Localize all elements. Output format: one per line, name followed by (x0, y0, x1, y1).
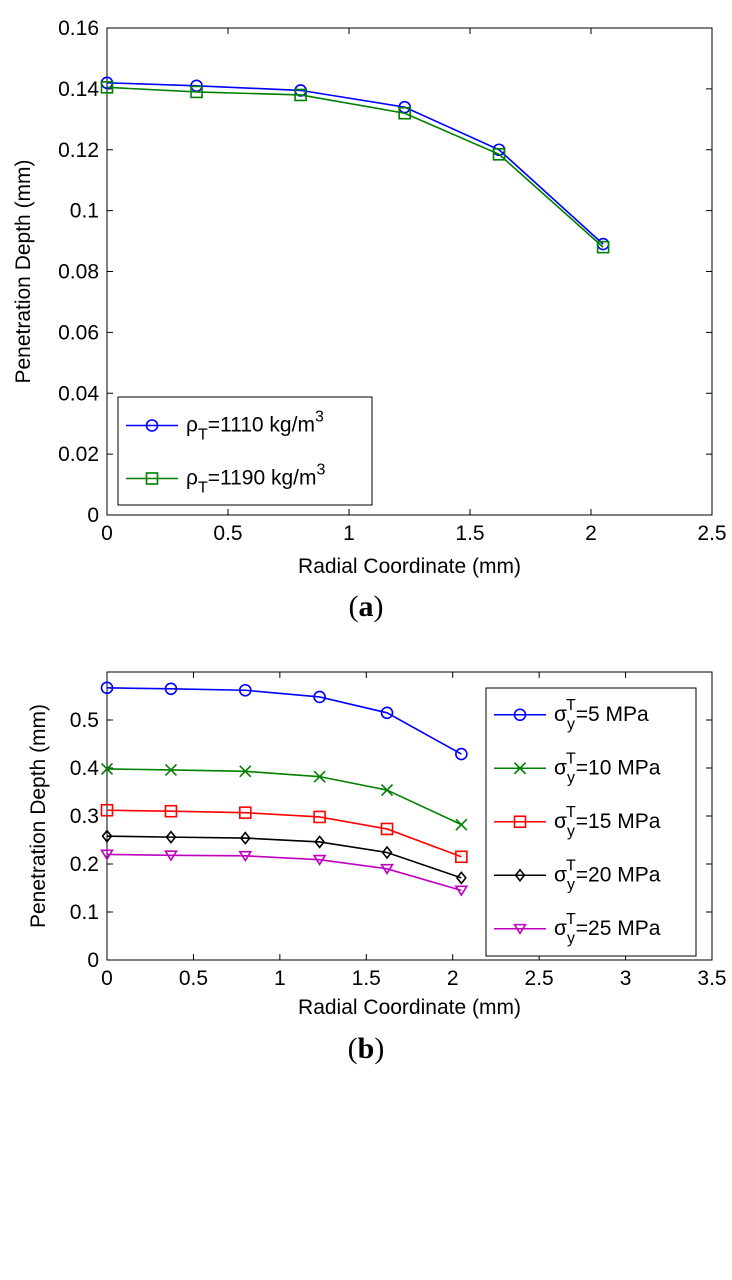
y-tick-label: 0 (87, 949, 99, 972)
x-tick-label: 0 (101, 522, 113, 545)
y-axis-label: Penetration Depth (mm) (12, 159, 35, 383)
data-point-2 (190, 85, 203, 99)
data-point-2 (100, 762, 114, 776)
x-tick-label: 2 (585, 522, 597, 545)
data-point-4 (239, 831, 251, 845)
data-point-2 (164, 763, 178, 776)
data-point-5 (380, 863, 394, 875)
x-tick-label: 2.5 (697, 522, 726, 545)
legend-label-1: ρT=1110 kg/m3 (186, 409, 324, 444)
y-tick-label: 0.02 (58, 443, 99, 466)
y-tick-label: 0.04 (58, 382, 99, 405)
y-tick-label: 0.1 (70, 200, 99, 223)
x-tick-label: 0 (101, 967, 113, 990)
y-tick-label: 0.3 (70, 805, 99, 828)
series-line-2 (106, 768, 462, 826)
data-point-1 (455, 747, 468, 761)
data-point-3 (100, 803, 114, 817)
data-point-2 (398, 106, 411, 120)
x-tick-label: 1.5 (455, 522, 484, 545)
legend-marker-5 (513, 923, 527, 935)
legend-label-2: σyT=10 MPa (554, 750, 661, 786)
x-tick-label: 1 (274, 967, 286, 990)
data-point-2 (100, 81, 114, 94)
data-point-4 (455, 871, 467, 885)
y-tick-label: 0.12 (58, 139, 99, 162)
series-line-5 (106, 853, 462, 892)
data-point-2 (294, 88, 307, 102)
data-point-3 (238, 806, 252, 819)
data-point-5 (100, 849, 114, 861)
y-tick-label: 0.5 (70, 709, 99, 732)
figure-caption-b: (b) (348, 1032, 385, 1065)
data-point-1 (164, 682, 178, 696)
legend-label-5: σyT=25 MPa (554, 911, 661, 947)
figure-caption-a: (a) (349, 590, 384, 623)
legend-label-4: σyT=20 MPa (554, 857, 661, 893)
data-point-5 (164, 850, 178, 862)
x-tick-label: 1.5 (352, 967, 381, 990)
data-point-2 (492, 148, 506, 161)
y-tick-label: 0.14 (58, 78, 99, 101)
x-axis-label: Radial Coordinate (mm) (298, 996, 521, 1019)
x-tick-label: 2 (447, 967, 459, 990)
data-point-3 (313, 810, 326, 824)
x-tick-label: 2.5 (525, 967, 554, 990)
x-axis-label: Radial Coordinate (mm) (298, 555, 521, 578)
legend-marker-1 (513, 708, 527, 722)
x-tick-label: 3.5 (697, 967, 726, 990)
y-tick-label: 0.4 (70, 757, 100, 780)
legend-marker-1 (145, 419, 159, 432)
y-tick-label: 0.2 (70, 853, 99, 876)
series-line-1 (106, 81, 604, 245)
series-line-4 (106, 835, 462, 879)
data-point-2 (596, 240, 610, 254)
legend-label-2: ρT=1190 kg/m3 (186, 462, 326, 497)
data-point-5 (238, 850, 253, 863)
x-tick-label: 3 (620, 967, 632, 990)
data-point-4 (101, 829, 113, 843)
data-point-5 (312, 854, 327, 866)
data-point-2 (313, 770, 326, 783)
series-line-1 (106, 687, 462, 755)
data-point-4 (314, 835, 326, 849)
legend-marker-3 (513, 815, 527, 829)
chart-b: 0 0.5 1 1.5 2 2.5 3 3.5 0 0.1 0.2 0.3 0.4 0.5 σyT=5 MP… (27, 671, 727, 1065)
data-point-3 (380, 822, 394, 836)
x-tick-label: 0.5 (179, 967, 208, 990)
data-point-2 (455, 818, 468, 831)
chart-a: 0 0.5 1 1.5 2 2.5 0 0.02 0.04 0.06 0.08 0.1 0.12 0.14… (12, 17, 727, 623)
data-point-3 (164, 804, 178, 818)
y-tick-label: 0.16 (58, 17, 99, 40)
data-point-2 (239, 765, 252, 778)
data-point-1 (380, 706, 394, 720)
data-point-2 (380, 784, 394, 797)
y-tick-label: 0.06 (58, 321, 99, 344)
legend-label-3: σyT=15 MPa (554, 804, 661, 840)
series-line-2 (106, 86, 604, 248)
y-tick-label: 0.1 (70, 901, 99, 924)
legend-box-a (117, 396, 373, 506)
legend-marker-2 (145, 472, 159, 485)
legend-marker-2 (513, 762, 527, 775)
data-point-1 (313, 690, 326, 704)
series-line-3 (106, 809, 462, 858)
legend-marker-4 (514, 868, 526, 883)
y-axis-label: Penetration Depth (mm) (27, 704, 50, 928)
data-point-5 (454, 885, 469, 897)
data-point-1 (100, 681, 114, 695)
y-tick-label: 0 (87, 504, 99, 527)
data-point-4 (381, 845, 393, 860)
legend-label-1: σyT=5 MPa (554, 697, 649, 733)
y-tick-label: 0.08 (58, 261, 99, 284)
data-point-1 (238, 683, 252, 697)
x-tick-label: 1 (343, 522, 355, 545)
data-point-4 (165, 830, 177, 844)
data-point-3 (455, 850, 468, 864)
x-tick-label: 0.5 (213, 522, 242, 545)
